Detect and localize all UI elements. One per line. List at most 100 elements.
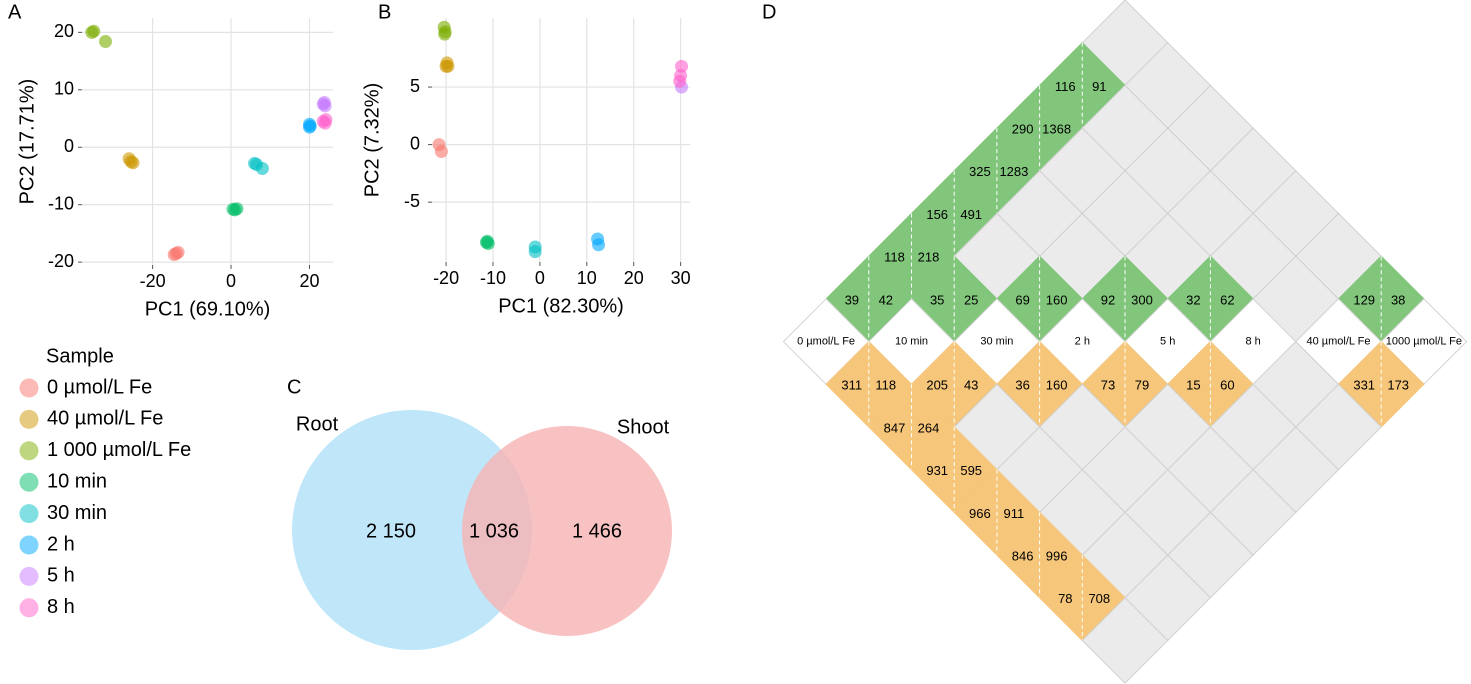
- cell-value: 1368: [1042, 122, 1071, 137]
- panel-label: C: [287, 376, 301, 398]
- cell-value: 35: [930, 292, 944, 307]
- y-tick-label: -5: [404, 191, 420, 211]
- cell-value: 92: [1101, 292, 1115, 307]
- cell-value: 32: [1186, 292, 1200, 307]
- cell-value: 846: [1012, 549, 1034, 564]
- legend-swatch: [19, 441, 39, 461]
- point: [303, 119, 317, 133]
- category-label: 30 min: [980, 336, 1013, 348]
- cell-value: 173: [1387, 378, 1409, 393]
- legend-label: 2 h: [47, 533, 75, 555]
- cell-value: 118: [884, 250, 905, 265]
- cell-value: 91: [1092, 79, 1106, 94]
- cell-value: 996: [1046, 549, 1068, 564]
- cell-value: 931: [926, 463, 948, 478]
- cell-value: 42: [879, 292, 893, 307]
- cell-value: 205: [926, 378, 948, 393]
- x-axis-title: PC1 (69.10%): [145, 298, 271, 320]
- legend-label: 5 h: [47, 565, 75, 587]
- cell-value: 311: [841, 378, 862, 393]
- cell-value: 708: [1088, 591, 1110, 606]
- category-label: 10 min: [895, 336, 928, 348]
- cell-value: 160: [1046, 378, 1068, 393]
- point: [675, 59, 689, 73]
- overlap-count: 1 036: [469, 520, 519, 542]
- legend-label: 8 h: [47, 596, 75, 618]
- y-axis-title: PC2 (17.71%): [16, 79, 38, 205]
- y-tick-label: 20: [54, 21, 74, 41]
- panel-label: D: [762, 1, 776, 23]
- cell-value: 73: [1101, 378, 1115, 393]
- x-tick-label: 20: [299, 271, 319, 291]
- cell-value: 62: [1220, 292, 1234, 307]
- cell-value: 847: [884, 420, 906, 435]
- point: [126, 156, 140, 170]
- legend-swatch: [19, 598, 39, 618]
- set-label: Root: [296, 413, 339, 435]
- point: [592, 238, 606, 252]
- cell-value: 160: [1046, 292, 1068, 307]
- y-axis-title: PC2 (7.32%): [361, 83, 383, 198]
- x-tick-label: 0: [535, 268, 545, 288]
- set-count: 1 466: [572, 520, 622, 542]
- legend-swatch: [19, 566, 39, 586]
- x-tick-label: -10: [480, 268, 506, 288]
- legend-label: 40 µmol/L Fe: [47, 408, 163, 430]
- y-tick-label: 0: [410, 133, 420, 153]
- cell-value: 290: [1012, 122, 1034, 137]
- x-axis-title: PC1 (82.30%): [498, 295, 624, 317]
- category-label: 8 h: [1245, 336, 1260, 348]
- legend-label: 30 min: [47, 502, 107, 524]
- x-tick-label: -20: [433, 268, 459, 288]
- set-label: Shoot: [617, 416, 670, 438]
- panel-label: B: [378, 1, 391, 23]
- legend-title: Sample: [46, 345, 114, 367]
- legend-swatch: [19, 535, 39, 555]
- cell-value: 911: [1004, 506, 1025, 521]
- legend-swatch: [19, 409, 39, 429]
- legend-label: 10 min: [47, 470, 107, 492]
- cell-value: 1283: [999, 164, 1028, 179]
- legend-label: 1 000 µmol/L Fe: [47, 439, 191, 461]
- point: [480, 234, 494, 248]
- y-tick-label: 5: [410, 76, 420, 96]
- x-tick-label: 10: [577, 268, 597, 288]
- cell-value: 325: [969, 164, 991, 179]
- cell-value: 491: [960, 207, 982, 222]
- point: [230, 202, 244, 216]
- cell-value: 156: [926, 207, 948, 222]
- y-tick-label: -20: [48, 251, 74, 271]
- point: [316, 97, 330, 111]
- y-tick-label: 0: [64, 136, 74, 156]
- cell-value: 129: [1353, 292, 1375, 307]
- y-tick-label: -10: [48, 193, 74, 213]
- venn-set: [462, 426, 672, 636]
- cell-value: 78: [1058, 591, 1072, 606]
- category-label: 1000 µmol/L Fe: [1386, 336, 1462, 348]
- point: [441, 59, 455, 73]
- cell-value: 331: [1353, 378, 1375, 393]
- x-tick-label: 30: [671, 268, 691, 288]
- cell-value: 38: [1391, 292, 1405, 307]
- point: [255, 161, 269, 175]
- cell-value: 43: [964, 378, 978, 393]
- cell-value: 118: [875, 378, 896, 393]
- legend-swatch: [19, 472, 39, 492]
- point: [319, 113, 333, 127]
- point: [438, 27, 452, 41]
- x-tick-label: 20: [624, 268, 644, 288]
- point: [99, 35, 113, 49]
- set-count: 2 150: [366, 520, 416, 542]
- category-label: 0 µmol/L Fe: [797, 336, 855, 348]
- venn-set: [292, 410, 532, 650]
- category-label: 40 µmol/L Fe: [1306, 336, 1370, 348]
- empty-cell: [1081, 597, 1169, 684]
- cell-value: 79: [1135, 378, 1149, 393]
- cell-value: 36: [1015, 378, 1029, 393]
- point: [87, 24, 101, 38]
- cell-value: 116: [1055, 79, 1076, 94]
- cell-value: 39: [845, 292, 859, 307]
- cell-value: 69: [1015, 292, 1029, 307]
- cell-value: 60: [1220, 378, 1234, 393]
